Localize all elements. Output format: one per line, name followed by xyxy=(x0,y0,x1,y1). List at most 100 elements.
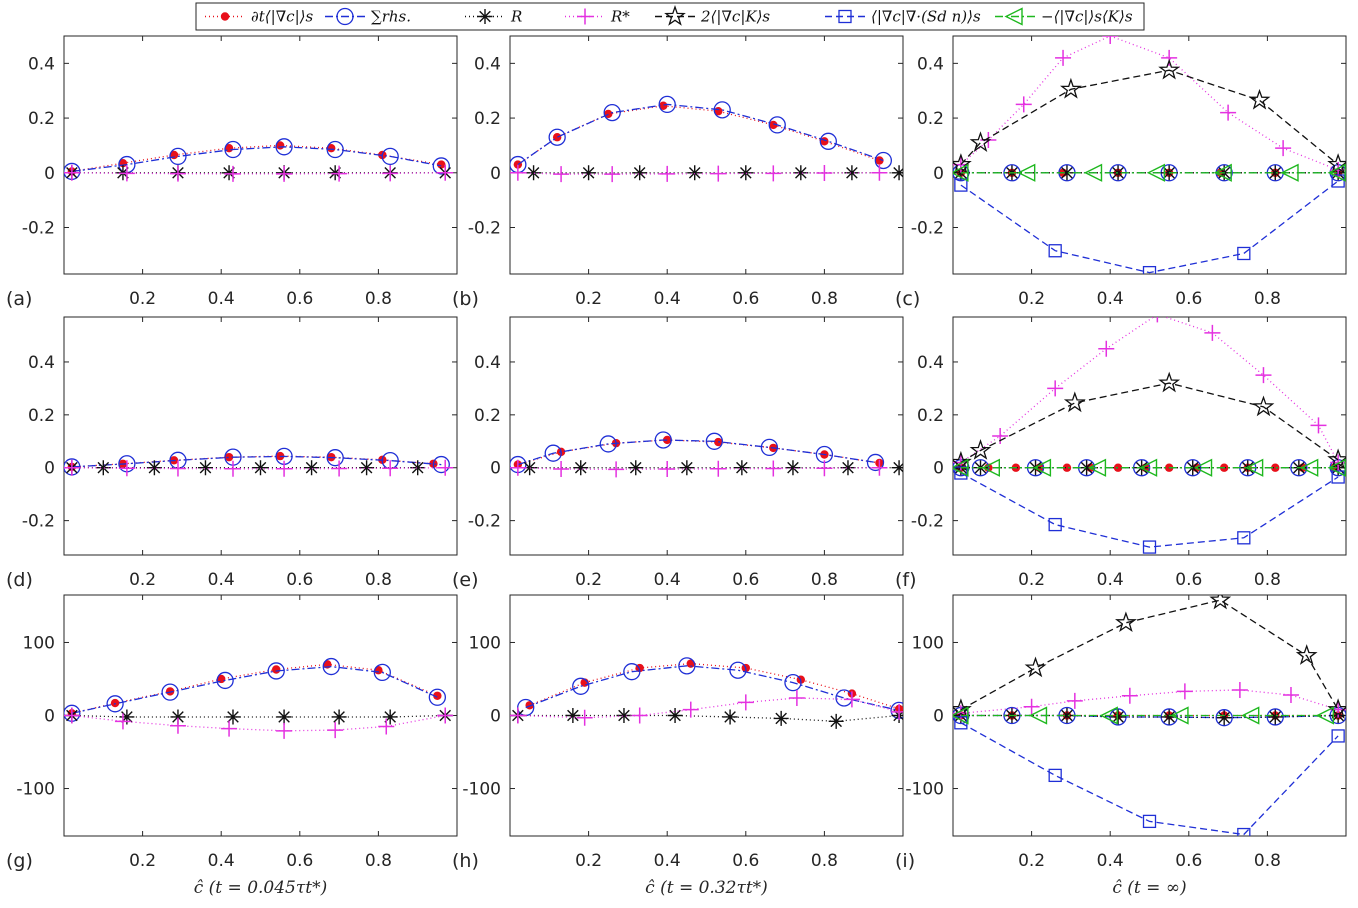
data-point xyxy=(197,460,213,476)
x-tick-label: 0.8 xyxy=(365,289,392,309)
data-point xyxy=(722,709,738,725)
data-point xyxy=(875,156,884,165)
series-line xyxy=(517,439,876,466)
data-point xyxy=(1110,709,1126,725)
data-point xyxy=(304,460,320,476)
y-tick-label: -0.2 xyxy=(911,218,944,238)
data-point xyxy=(526,165,542,181)
data-point xyxy=(1295,644,1318,665)
x-tick-label: 0.4 xyxy=(1097,289,1124,309)
legend-marker xyxy=(220,12,230,21)
data-point xyxy=(437,160,446,169)
data-point xyxy=(382,460,399,477)
data-point xyxy=(981,458,1000,477)
data-point xyxy=(844,165,860,181)
series xyxy=(953,371,1346,472)
data-point xyxy=(327,165,343,181)
data-point xyxy=(544,444,562,462)
legend-label: ⟨|∇c|∇·(Sd n)⟩s xyxy=(871,8,981,26)
data-point xyxy=(891,703,903,720)
data-point xyxy=(1280,163,1299,182)
data-point xyxy=(548,128,566,146)
x-tick-label: 0.8 xyxy=(811,851,838,871)
series xyxy=(513,101,884,169)
y-tick-label: 0.4 xyxy=(917,54,944,74)
data-point xyxy=(170,709,186,725)
series-line xyxy=(960,36,1339,171)
data-point xyxy=(1271,463,1280,472)
data-point xyxy=(1170,706,1189,725)
data-point xyxy=(119,709,135,725)
panel-label: (g) xyxy=(6,850,33,872)
data-point xyxy=(1215,709,1233,727)
series xyxy=(954,716,1345,836)
y-tick-label: -0.2 xyxy=(22,512,55,532)
axes-box xyxy=(63,316,458,556)
data-point xyxy=(118,165,135,182)
data-point xyxy=(1079,460,1095,476)
x-tick-label: 0.2 xyxy=(575,289,602,309)
data-point xyxy=(381,147,399,166)
data-point xyxy=(224,140,242,159)
data-point xyxy=(1146,163,1166,182)
plot-area xyxy=(953,317,1346,554)
legend-marker xyxy=(577,8,593,25)
series xyxy=(953,458,1346,477)
data-point xyxy=(1115,611,1137,632)
data-point xyxy=(1184,459,1202,477)
data-point xyxy=(687,165,703,181)
data-point xyxy=(1158,371,1181,393)
data-point xyxy=(891,165,903,181)
data-point xyxy=(1252,395,1275,417)
data-point xyxy=(659,461,676,478)
data-point xyxy=(953,706,969,725)
data-point xyxy=(221,165,237,181)
data-point xyxy=(603,103,621,122)
series xyxy=(526,165,903,181)
data-point xyxy=(1255,367,1272,384)
data-point xyxy=(1327,458,1346,477)
data-point xyxy=(953,163,969,182)
data-point xyxy=(276,165,293,182)
series xyxy=(953,681,1346,722)
legend-label: 2⟨|∇c|K⟩s xyxy=(700,8,770,26)
data-point xyxy=(710,460,727,477)
data-point xyxy=(1110,165,1126,181)
series xyxy=(64,138,450,181)
x-axis-label: ĉ (t = 0.32τt*) xyxy=(645,878,768,898)
data-point xyxy=(437,164,454,181)
data-point xyxy=(553,461,570,478)
data-point xyxy=(874,151,892,170)
data-point xyxy=(1231,681,1248,698)
y-tick-label: 0 xyxy=(44,164,55,184)
series xyxy=(510,689,903,726)
data-point xyxy=(843,691,860,708)
data-point xyxy=(114,713,131,730)
panel-b: 0.4 0.2 0 -0.2 0.2 0.4 0.6 0.8 (b) xyxy=(452,35,904,310)
panel-e: 0.4 0.2 0 -0.2 0.2 0.4 0.6 0.8 (e) xyxy=(452,316,904,591)
axes-box xyxy=(952,316,1347,556)
x-tick-label: 0.8 xyxy=(365,851,392,871)
x-tick-label: 0.2 xyxy=(1018,851,1045,871)
data-point xyxy=(437,707,454,724)
data-point xyxy=(382,165,399,182)
data-point xyxy=(1275,140,1292,157)
data-point xyxy=(581,165,597,181)
x-tick-label: 0.2 xyxy=(575,851,602,871)
x-tick-label: 0.4 xyxy=(654,851,681,871)
x-tick-label: 0.6 xyxy=(286,570,313,590)
data-point xyxy=(573,460,589,476)
y-tick-label: 0 xyxy=(490,164,501,184)
series xyxy=(64,164,454,182)
data-point xyxy=(169,717,186,734)
data-point xyxy=(428,688,447,706)
panel-label: (d) xyxy=(6,569,33,591)
panel-label: (e) xyxy=(452,569,479,591)
series-line xyxy=(960,382,1339,463)
y-tick-label: 0.4 xyxy=(474,353,501,373)
data-point xyxy=(275,138,293,156)
series xyxy=(954,174,1345,274)
data-point xyxy=(1241,706,1260,725)
x-tick-label: 0.6 xyxy=(732,851,759,871)
x-tick-label: 0.4 xyxy=(1097,851,1124,871)
